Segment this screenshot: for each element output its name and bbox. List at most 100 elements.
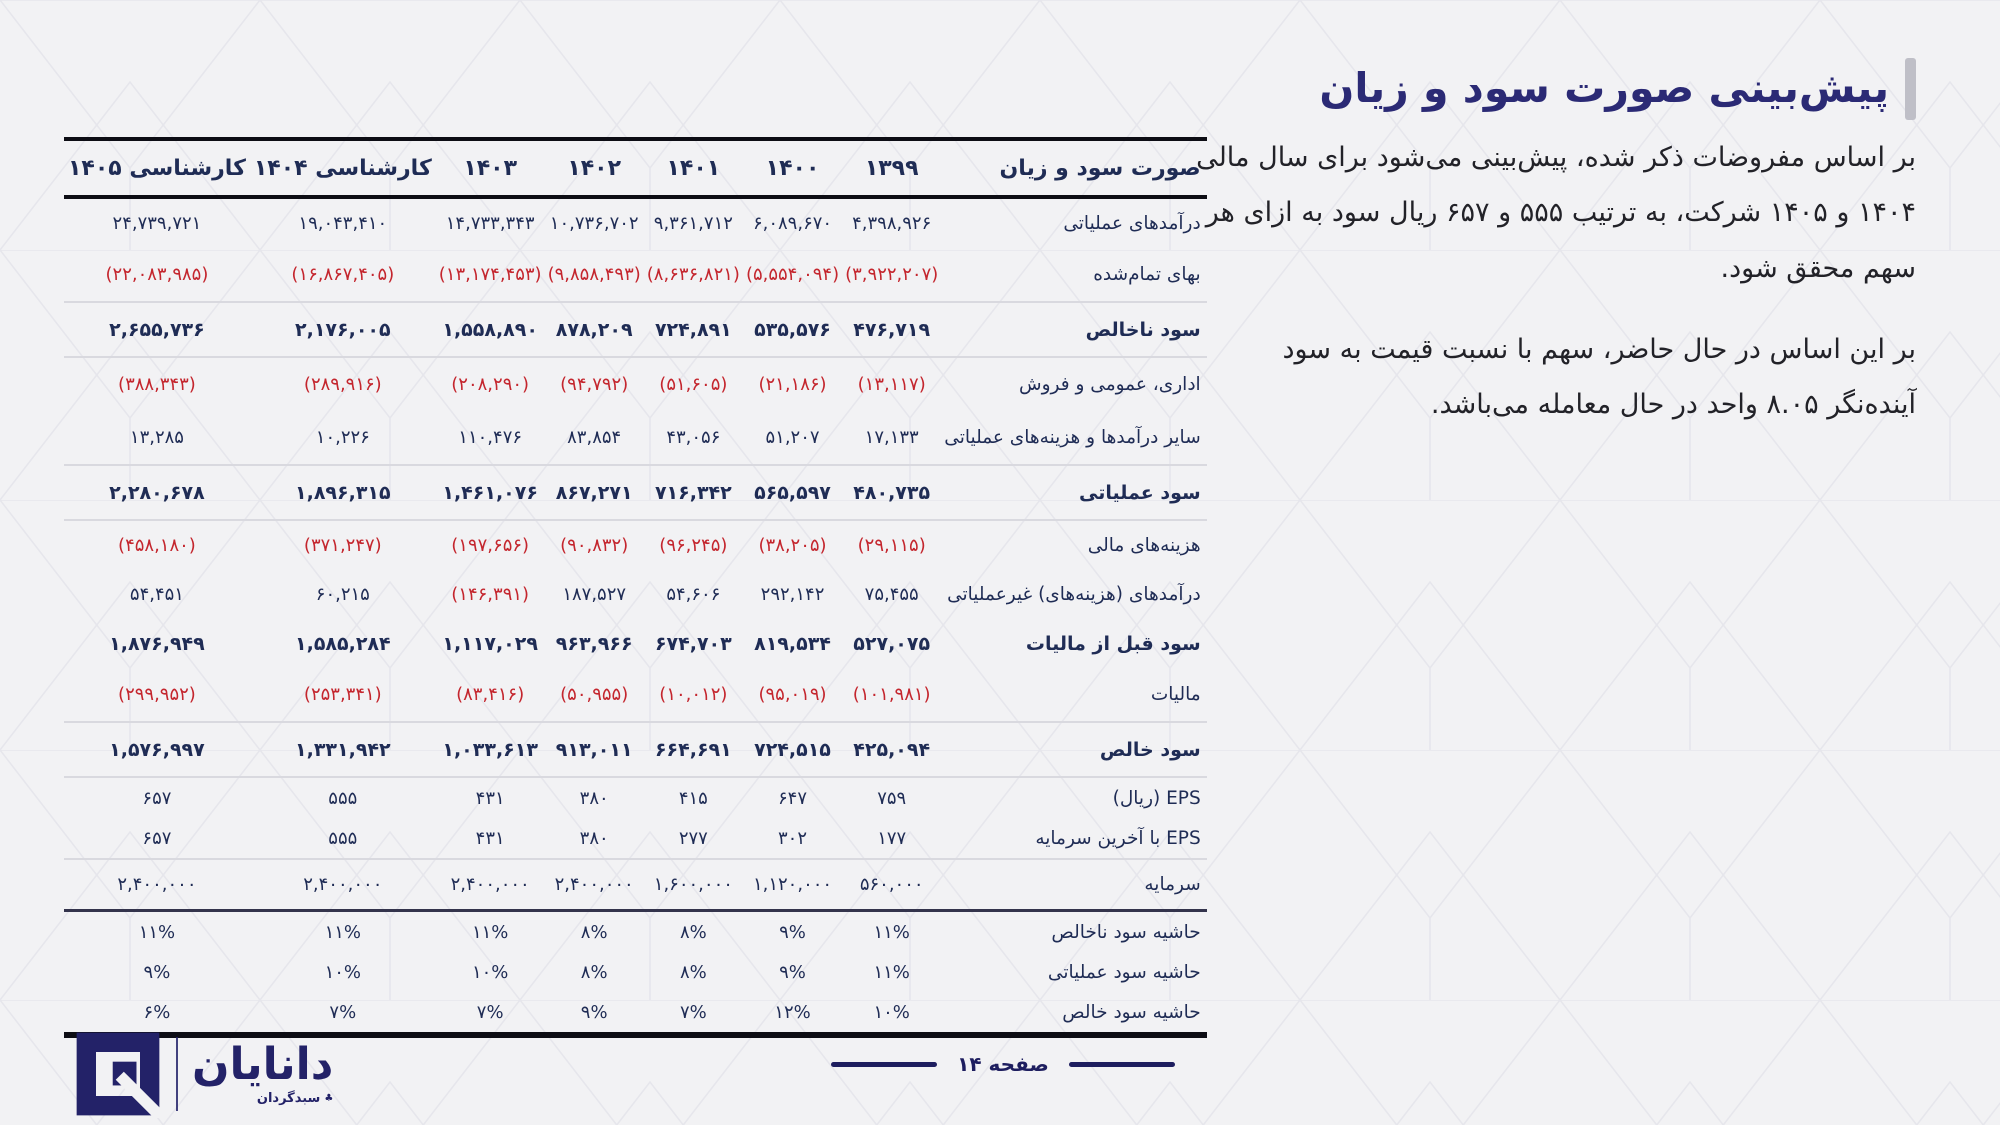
cell-value: ۱۷۷ [877, 827, 907, 849]
cell-value: ۷۲۴,۸۹۱ [654, 318, 732, 341]
page-indicator-line [831, 1061, 938, 1067]
row-label: سود خالص [1099, 738, 1201, 761]
cell-value: ۲۷۷ [678, 827, 708, 849]
cell-value: ۲,۴۰۰,۰۰۰ [117, 874, 197, 895]
table-header-year: کارشناسی ۱۴۰۵ [64, 139, 250, 199]
profit-loss-table-panel: صورت سود و زیان ۱۳۹۹ ۱۴۰۰ ۱۴۰۱ ۱۴۰۲ ۱۴۰۳… [64, 137, 1207, 1038]
cell-value: ۹% [580, 1001, 608, 1023]
cell-value: ۷۲۴,۵۱۵ [754, 738, 831, 761]
cell-value: ۶۵۷ [142, 827, 172, 849]
cell-value: ۵۵۵ [328, 827, 358, 849]
cell-value: ۲,۴۰۰,۰۰۰ [450, 874, 530, 895]
row-label: حاشیه سود خالص [1062, 1001, 1201, 1023]
cell-value: ۹% [779, 961, 806, 983]
cell-value: ۹,۳۶۱,۷۱۲ [653, 213, 733, 234]
cell-value: (۱۳,۱۷۴,۴۵۳) [438, 264, 542, 285]
cell-value: ۱,۱۲۰,۰۰۰ [752, 874, 833, 895]
pl-table-body: درآمدهای عملیاتی ۴,۳۹۸,۹۲۶ ۶,۰۸۹,۶۷۰ ۹,۳۶۱,… [64, 197, 1207, 1035]
cell-value: ۸% [679, 921, 707, 943]
commentary-panel: پیش‌بینی صورت سود و زیان بر اساس مفروضات… [1192, 58, 1916, 433]
table-row: درآمدهای (هزینه‌های) غیرعملیاتی ۷۵,۴۵۵ ۲۹۲… [64, 570, 1207, 619]
row-label: سود عملیاتی [1079, 481, 1201, 504]
profit-loss-table: صورت سود و زیان ۱۳۹۹ ۱۴۰۰ ۱۴۰۱ ۱۴۰۲ ۱۴۰۳… [64, 137, 1207, 1038]
cell-value: ۱۹,۰۴۳,۴۱۰ [298, 213, 388, 234]
row-label: سود قبل از مالیات [1025, 632, 1201, 655]
row-label: درآمدهای (هزینه‌های) غیرعملیاتی [947, 584, 1201, 605]
page-indicator-line [1068, 1061, 1175, 1067]
table-row: اداری، عمومی و فروش (۱۳,۱۱۷) (۲۱,۱۸۶) (۵۱,۶… [64, 357, 1207, 411]
table-header-year: ۱۴۰۳ [435, 139, 545, 199]
cell-value: (۱۹۷,۶۵۶) [451, 535, 530, 556]
cell-value: ۱۱% [138, 921, 176, 943]
table-row: بهای تمام‌شده (۳,۹۲۲,۲۰۷) (۵,۵۵۴,۰۹۴) (۸,۶۳… [64, 248, 1207, 302]
cell-value: ۱,۴۶۱,۰۷۶ [442, 481, 538, 504]
logo-name: دانایان [192, 1039, 334, 1091]
cell-value: ۹% [143, 961, 171, 983]
logo-subtitle-label: سبدگردان [256, 1090, 321, 1106]
cell-value: ۱,۰۳۳,۶۱۳ [442, 738, 538, 761]
cell-value: ۱,۸۷۶,۹۴۹ [109, 632, 205, 655]
table-row: حاشیه سود ناخالص ۱۱% ۹% ۸% ۸% ۱۱% ۱۱% ۱۱% [64, 910, 1207, 953]
cell-value: ۱۸۷,۵۲۷ [562, 584, 627, 605]
cell-value: ۹۶۳,۹۶۶ [555, 632, 633, 655]
cell-value: ۱۱% [873, 921, 910, 943]
cell-value: ۷۵۹ [877, 787, 907, 809]
cell-value: ۱۰,۲۲۶ [315, 427, 370, 448]
cell-value: ۱۱% [324, 921, 362, 943]
cell-value: (۲۹۹,۹۵۲) [118, 684, 196, 705]
cell-value: ۲۴,۷۳۹,۷۲۱ [112, 213, 202, 234]
cell-value: ۵۶۰,۰۰۰ [859, 874, 924, 895]
cell-value: ۷% [679, 1001, 707, 1023]
table-header-year: ۱۴۰۲ [544, 139, 644, 199]
cell-value: ۷% [329, 1001, 357, 1023]
title-accent-bar [1905, 58, 1916, 120]
cell-value: ۸۱۹,۵۳۴ [754, 632, 831, 655]
cell-value: ۴۲۵,۰۹۴ [853, 738, 931, 761]
cell-value: (۳,۹۲۲,۲۰۷) [845, 264, 939, 285]
cell-value: ۱۰% [873, 1001, 910, 1023]
logo-mark-icon: ♣ [324, 1092, 334, 1104]
row-label: حاشیه سود ناخالص [1051, 921, 1201, 943]
cell-value: ۱۱۰,۴۷۶ [458, 427, 523, 448]
cell-value: (۵,۵۵۴,۰۹۴) [745, 264, 840, 285]
cell-value: (۹۶,۲۴۵) [659, 535, 728, 556]
logo-subtitle: ♣ سبدگردان [257, 1091, 333, 1106]
cell-value: ۱۰% [324, 961, 362, 983]
cell-value: (۸,۶۳۶,۸۲۱) [646, 264, 740, 285]
row-label: حاشیه سود عملیاتی [1047, 961, 1201, 983]
cell-value: ۴۳۱ [475, 827, 505, 849]
cell-value: ۳۸۰ [579, 827, 609, 849]
cell-value: ۱۱% [873, 961, 910, 983]
cell-value: ۱۰,۷۳۶,۷۰۲ [549, 213, 639, 234]
cell-value: ۸% [679, 961, 707, 983]
cell-value: ۴,۳۹۸,۹۲۶ [852, 213, 932, 234]
table-row: EPS با آخرین سرمایه ۱۷۷ ۳۰۲ ۲۷۷ ۳۸۰ ۴۳۱ ۵۵۵ ۶۵۷ [64, 818, 1207, 859]
cell-value: (۵۰,۹۵۵) [560, 684, 629, 705]
cell-value: (۲۲,۰۸۳,۹۸۵) [105, 264, 209, 285]
cell-value: ۳۰۲ [778, 827, 808, 849]
cell-value: (۱۰۱,۹۸۱) [852, 684, 931, 705]
table-row: مالیات (۱۰۱,۹۸۱) (۹۵,۰۱۹) (۱۰,۰۱۲) (۵۰,۹۵۵) (… [64, 668, 1207, 722]
cell-value: (۵۱,۶۰۵) [659, 374, 728, 395]
cell-value: ۱۲% [774, 1001, 811, 1023]
cell-value: ۱,۶۰۰,۰۰۰ [653, 874, 733, 895]
row-label: سایر درآمدها و هزینه‌های عملیاتی [944, 427, 1201, 448]
danayan-logo-icon [76, 1032, 162, 1118]
table-row: سود خالص ۴۲۵,۰۹۴ ۷۲۴,۵۱۵ ۶۶۴,۶۹۱ ۹۱۳,۰۱۱ ۱,۰۳… [64, 722, 1207, 777]
cell-value: ۱,۵۵۸,۸۹۰ [442, 318, 538, 341]
cell-value: ۴۸۰,۷۳۵ [853, 481, 931, 504]
cell-value: ۵۳۵,۵۷۶ [754, 318, 831, 341]
cell-value: ۲,۴۰۰,۰۰۰ [303, 874, 383, 895]
logo-divider [176, 1037, 178, 1111]
cell-value: ۴۳,۰۵۶ [666, 427, 721, 448]
cell-value: ۸۳,۸۵۴ [567, 427, 622, 448]
cell-value: (۹,۸۵۸,۴۹۳) [547, 264, 641, 285]
table-header-year: ۱۴۰۱ [643, 139, 743, 199]
cell-value: ۵۶۵,۵۹۷ [754, 481, 831, 504]
row-label: هزینه‌های مالی [1087, 535, 1201, 556]
cell-value: ۲,۶۵۵,۷۳۶ [109, 318, 205, 341]
table-header-title: صورت سود و زیان [941, 139, 1207, 199]
cell-value: ۶۶۴,۶۹۱ [654, 738, 732, 761]
cell-value: (۱۶,۸۶۷,۴۰۵) [291, 264, 395, 285]
cell-value: ۸۶۷,۲۷۱ [555, 481, 633, 504]
